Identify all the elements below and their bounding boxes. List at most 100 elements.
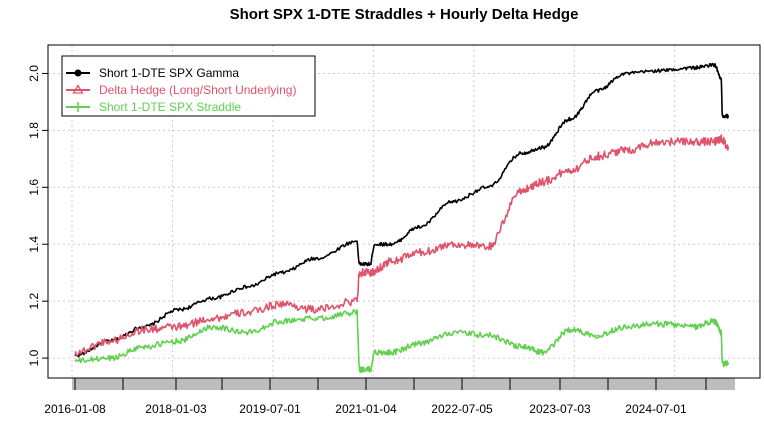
x-tick-band [72, 378, 735, 390]
data-point [541, 180, 544, 183]
y-tick-label: 1.4 [27, 236, 41, 253]
data-point [211, 317, 214, 320]
data-point [315, 257, 317, 260]
legend-label: Delta Hedge (Long/Short Underlying) [99, 83, 296, 97]
legend-marker-triangle [72, 84, 84, 94]
data-point [143, 345, 146, 348]
x-tick-label: 2023-07-03 [529, 402, 591, 416]
data-point [246, 311, 249, 314]
data-point [624, 72, 626, 75]
data-point [658, 69, 661, 72]
data-point [720, 331, 723, 334]
data-point [541, 351, 544, 354]
data-point [692, 66, 695, 69]
data-point [108, 357, 111, 359]
data-point [315, 308, 317, 311]
x-tick-label: 2019-07-01 [239, 402, 301, 416]
data-point [596, 155, 599, 157]
data-point [452, 243, 455, 246]
legend-box [61, 55, 316, 117]
legend-label: Short 1-DTE SPX Straddle [99, 100, 241, 114]
data-point [143, 328, 146, 331]
data-point [720, 78, 723, 81]
chart-title: Short SPX 1-DTE Straddles + Hourly Delta… [230, 6, 579, 23]
data-point [370, 271, 372, 274]
data-point [727, 115, 729, 118]
data-point [246, 331, 249, 334]
data-point [356, 240, 358, 243]
y-tick-label: 1.2 [27, 292, 41, 309]
series-lines [74, 62, 729, 373]
x-tick-label: 2022-07-05 [431, 402, 493, 416]
data-point [486, 246, 489, 249]
x-axis: 2016-01-08 2018-01-03 2019-07-01 2021-01-04… [44, 378, 707, 416]
data-point [569, 169, 571, 172]
data-point [370, 263, 372, 266]
data-point [390, 351, 393, 354]
data-point [390, 243, 393, 246]
data-point [486, 334, 489, 337]
data-point [521, 189, 523, 192]
data-point [658, 323, 661, 325]
legend-label: Short 1-DTE SPX Gamma [99, 66, 239, 80]
data-point [370, 368, 372, 371]
data-point [521, 345, 523, 348]
data-point [390, 260, 393, 263]
x-tick-label: 2016-01-08 [44, 402, 106, 416]
data-point [74, 360, 77, 362]
data-point [624, 325, 626, 328]
data-point [280, 271, 283, 274]
data-point [280, 320, 283, 322]
data-point [452, 331, 455, 334]
data-point [727, 146, 729, 149]
series-line-1 [74, 62, 729, 358]
data-point [486, 186, 489, 189]
x-tick-label: 2021-01-04 [335, 402, 397, 416]
y-tick-label: 1.8 [27, 122, 41, 139]
y-tick-label: 1.0 [27, 349, 41, 366]
data-point [713, 320, 716, 322]
data-point [596, 334, 599, 337]
data-point [246, 286, 249, 288]
data-point [315, 317, 317, 320]
data-point [211, 325, 214, 328]
data-point [177, 308, 180, 311]
y-tick-label: 2.0 [27, 65, 41, 82]
legend: Short 1-DTE SPX Gamma Delta Hedge (Long/S… [61, 55, 316, 117]
data-point [569, 328, 571, 331]
data-point [658, 140, 661, 143]
data-point [74, 351, 77, 354]
data-point [418, 226, 420, 229]
data-point [521, 152, 523, 155]
data-point [356, 311, 358, 314]
data-point [418, 342, 420, 345]
data-point [713, 140, 716, 143]
data-point [713, 64, 716, 66]
data-point [356, 300, 358, 303]
y-tick-label: 1.6 [27, 179, 41, 196]
data-point [177, 325, 180, 328]
data-point [177, 340, 180, 342]
x-axis-band [72, 378, 735, 390]
x-tick-label: 2024-07-01 [625, 402, 687, 416]
y-axis: 1.0 1.2 1.4 1.6 1.8 2.0 [27, 65, 48, 366]
data-point [211, 297, 214, 300]
data-point [692, 325, 695, 328]
data-point [418, 251, 420, 254]
legend-marker-dot [74, 69, 82, 77]
data-point [692, 140, 695, 143]
data-point [541, 146, 544, 149]
data-point [720, 138, 723, 140]
data-point [108, 340, 111, 342]
data-point [280, 303, 283, 305]
data-point [624, 149, 626, 152]
data-point [452, 200, 455, 203]
data-point [569, 118, 571, 120]
plot-frame [47, 44, 761, 379]
x-tick-label: 2018-01-03 [145, 402, 207, 416]
series-line-2 [74, 134, 729, 357]
data-point [727, 362, 729, 365]
data-point [596, 89, 599, 92]
series-line-3 [74, 309, 729, 373]
